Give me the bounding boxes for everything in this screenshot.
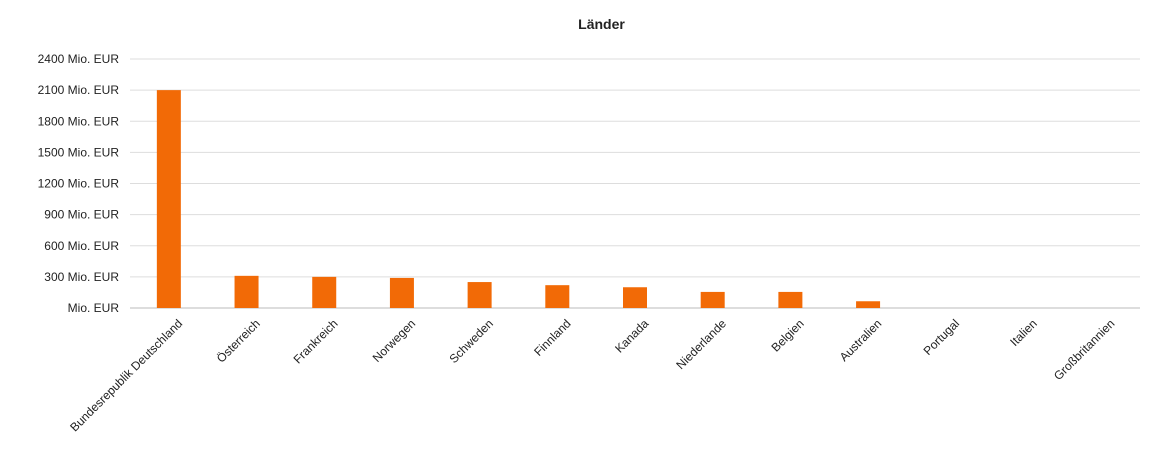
x-tick-label: Portugal <box>921 316 963 358</box>
y-tick-label: 600 Mio. EUR <box>44 239 119 253</box>
bar <box>467 282 492 308</box>
bar <box>623 287 647 308</box>
bar <box>856 301 881 308</box>
bar <box>234 275 259 308</box>
y-tick-label: 300 Mio. EUR <box>44 270 119 284</box>
x-axis-tick-labels: Bundesrepublik Deutschland Österreich Fran… <box>67 316 1117 434</box>
bar <box>312 276 337 308</box>
y-tick-label: 1800 Mio. EUR <box>38 114 120 128</box>
chart-title: Länder <box>578 16 625 32</box>
gridlines <box>130 58 1140 309</box>
x-tick-label: Norwegen <box>370 316 419 365</box>
bar <box>700 291 725 308</box>
x-tick-label: Bundesrepublik Deutschland <box>67 316 185 434</box>
x-tick-label: Belgien <box>769 316 807 354</box>
x-tick-label: Niederlande <box>673 316 729 372</box>
x-tick-label: Schweden <box>446 316 496 366</box>
y-tick-label: 1200 Mio. EUR <box>38 177 120 191</box>
y-tick-label: 2400 Mio. EUR <box>38 52 120 66</box>
x-tick-label: Großbritannien <box>1051 316 1118 383</box>
x-tick-label: Kanada <box>612 316 651 355</box>
bar <box>389 277 414 308</box>
y-tick-label: Mio. EUR <box>68 301 120 315</box>
y-tick-label: 1500 Mio. EUR <box>38 145 120 159</box>
x-tick-label: Finnland <box>531 316 573 358</box>
x-tick-label: Österreich <box>214 316 263 365</box>
y-tick-label: 2100 Mio. EUR <box>38 83 120 97</box>
x-tick-label: Frankreich <box>291 316 341 366</box>
bars <box>156 90 881 308</box>
x-tick-label: Italien <box>1007 316 1040 349</box>
y-tick-label: 900 Mio. EUR <box>44 208 119 222</box>
bar <box>156 90 181 308</box>
y-axis-tick-labels: Mio. EUR 300 Mio. EUR 600 Mio. EUR 900 Mio.… <box>38 52 120 315</box>
x-tick-label: Australien <box>837 316 885 364</box>
bar <box>778 291 803 308</box>
bar <box>545 285 570 308</box>
